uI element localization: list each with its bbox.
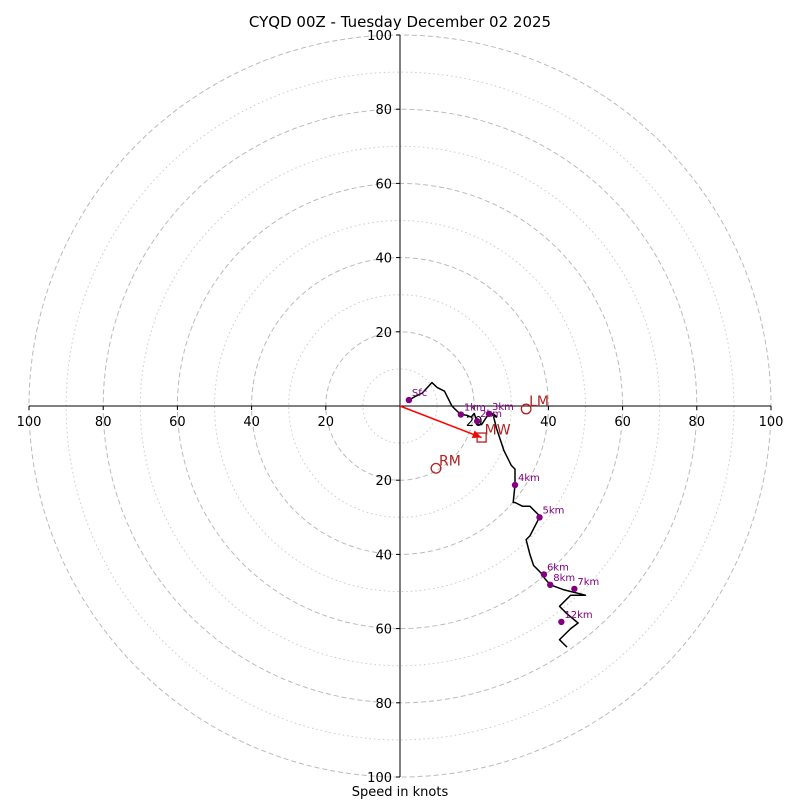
height-marker-label: 4km <box>518 473 540 484</box>
storm-motion-markers: LM MW RM <box>430 394 549 474</box>
height-marker-point <box>571 585 578 593</box>
storm-motion-marker <box>476 432 487 443</box>
height-marker-point <box>485 410 493 417</box>
height-marker-point <box>457 411 465 418</box>
chart-title: CYQD 00Z - Tuesday December 02 2025 <box>249 13 551 31</box>
height-marker-label: 12km <box>564 610 592 621</box>
x-tick-label: 100 <box>17 415 42 430</box>
storm-motion-label: RM <box>439 453 461 469</box>
storm-motion-label: LM <box>529 394 549 410</box>
x-tick-label: 60 <box>169 415 186 430</box>
x-tick-label: 100 <box>759 415 784 430</box>
x-axis-label: Speed in knots <box>352 785 449 800</box>
height-marker-label: 5km <box>542 505 564 516</box>
height-marker-point <box>511 481 519 489</box>
height-marker-label: 8km <box>553 573 575 584</box>
storm-motion-label: MW <box>485 423 511 439</box>
height-marker-label: 7km <box>577 577 599 588</box>
y-tick-label: 100 <box>367 29 392 44</box>
height-marker-label: Sfc <box>412 388 427 399</box>
y-tick-label: 60 <box>375 623 392 638</box>
height-marker-point <box>473 418 481 425</box>
height-marker-point <box>536 514 543 521</box>
mean-wind-vector-line <box>399 405 482 439</box>
y-tick-label: 40 <box>375 548 392 563</box>
height-marker-label: 1km <box>464 403 486 414</box>
height-marker-point <box>547 581 554 589</box>
height-marker-point <box>540 571 548 578</box>
y-tick-label: 20 <box>375 474 392 489</box>
y-tick-label: 20 <box>375 326 392 341</box>
x-tick-label: 40 <box>243 415 260 430</box>
height-marker-point <box>558 618 565 626</box>
x-tick-label: 80 <box>689 415 706 430</box>
y-tick-label: 100 <box>367 771 392 786</box>
wind-profile-trace <box>408 381 587 648</box>
x-tick-label: 60 <box>614 415 631 430</box>
height-marker-label: 3km <box>492 402 514 413</box>
x-tick-label: 20 <box>318 415 335 430</box>
y-tick-label: 80 <box>375 697 392 712</box>
x-tick-label: 40 <box>540 415 557 430</box>
x-tick-label: 80 <box>95 415 112 430</box>
y-tick-label: 40 <box>375 252 392 267</box>
storm-motion-marker <box>430 462 442 474</box>
height-marker-point <box>405 396 413 404</box>
y-tick-label: 60 <box>375 177 392 192</box>
y-tick-label: 80 <box>375 103 392 118</box>
height-markers: Sfc1km2km3km4km5km6km8km7km12km <box>405 388 599 626</box>
storm-motion-marker <box>520 403 532 415</box>
height-marker-label: 6km <box>547 562 569 573</box>
